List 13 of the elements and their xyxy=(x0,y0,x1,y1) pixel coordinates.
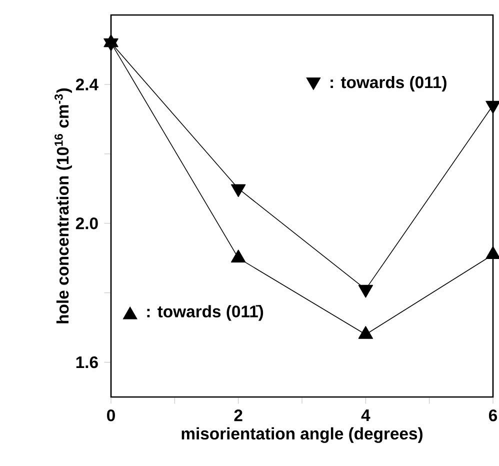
y-tick-label: 1.6 xyxy=(76,356,98,368)
x-axis-title: misorientation angle (degrees) xyxy=(182,427,422,443)
x-tick-label: 0 xyxy=(107,409,115,422)
legend-label: : towards (011̄) xyxy=(147,305,264,321)
x-tick-label: 4 xyxy=(361,409,370,421)
legend-label: : towards (011) xyxy=(330,76,446,92)
x-tick-label: 2 xyxy=(234,409,242,422)
point xyxy=(358,326,373,339)
y-tick-label: 2.4 xyxy=(76,78,98,90)
y-axis-title: hole concentration (10$^{16}$ cm$^{-3}$) xyxy=(54,88,72,324)
point xyxy=(231,250,246,262)
x-tick-label: 6 xyxy=(488,409,498,422)
y-tick-label: 2.0 xyxy=(76,217,98,230)
